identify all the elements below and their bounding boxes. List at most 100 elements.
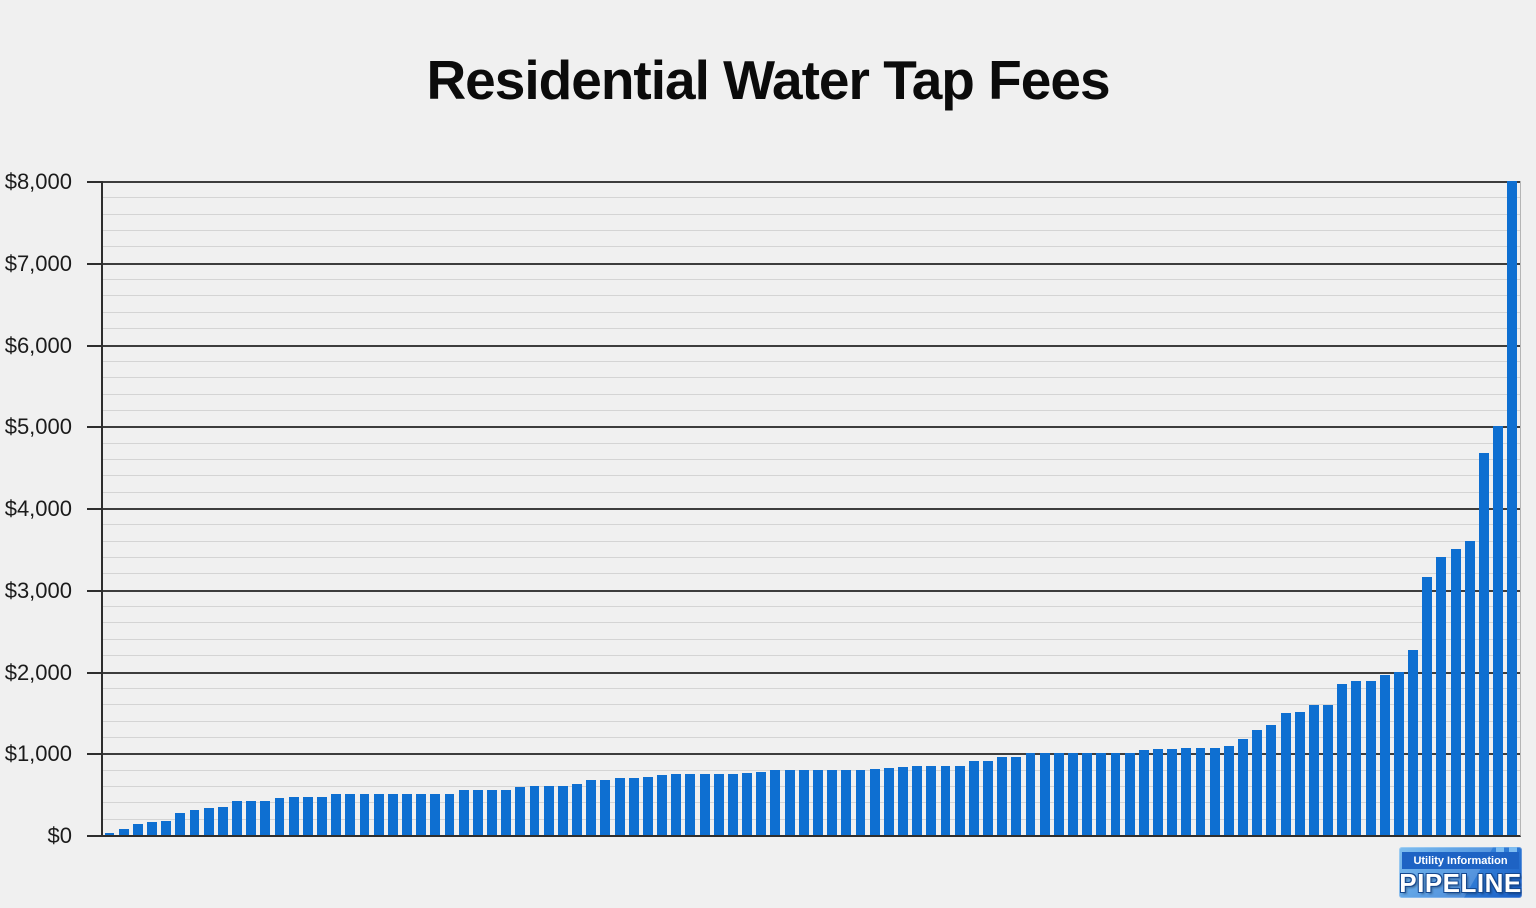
gridline-major	[103, 671, 1520, 674]
gridline-major	[103, 426, 1520, 429]
bar	[232, 801, 242, 835]
y-axis-tick-label: $0	[47, 823, 72, 848]
bar	[501, 790, 512, 835]
bar	[1408, 650, 1419, 835]
bar	[869, 768, 880, 835]
bar	[642, 776, 653, 835]
bar	[1209, 747, 1220, 835]
bar	[1294, 712, 1305, 835]
bar	[430, 794, 441, 835]
bar	[246, 801, 257, 835]
bar	[1238, 739, 1248, 835]
bar	[685, 773, 696, 835]
gridline-minor	[103, 393, 1520, 395]
bar	[557, 785, 568, 835]
bar	[387, 794, 398, 835]
bar	[1153, 749, 1163, 835]
bar	[883, 767, 894, 835]
bar	[813, 769, 823, 835]
bar	[1138, 749, 1149, 835]
bar	[359, 794, 370, 835]
gridline-minor	[103, 622, 1520, 624]
bar	[175, 812, 186, 835]
bar	[1450, 548, 1461, 835]
gridline-minor	[103, 458, 1520, 460]
logo-decor-square	[1509, 847, 1517, 852]
bar	[543, 785, 554, 835]
bar	[841, 769, 852, 835]
bar	[1252, 729, 1263, 835]
bar	[515, 786, 526, 835]
bar	[983, 761, 993, 835]
gridline-minor	[103, 475, 1520, 477]
gridline-minor	[103, 818, 1520, 820]
bar	[756, 772, 767, 835]
utility-information-pipeline-logo: Utility Information PIPELINE	[1399, 847, 1522, 898]
gridline-minor	[103, 360, 1520, 362]
gridline-minor	[103, 377, 1520, 379]
y-axis-tick-mark	[87, 589, 101, 592]
bar	[1266, 725, 1277, 835]
bar	[203, 808, 214, 835]
y-axis-tick-label: $7,000	[4, 250, 72, 276]
gridline-minor	[103, 802, 1520, 804]
bar	[189, 810, 200, 835]
gridline-minor	[103, 524, 1520, 526]
gridline-minor	[103, 295, 1520, 297]
y-axis-tick-label: $4,000	[4, 496, 72, 521]
gridline-major	[103, 589, 1520, 592]
gridline-minor	[103, 197, 1520, 199]
bar	[1167, 749, 1178, 835]
y-axis-tick-mark	[87, 344, 101, 347]
bar	[855, 769, 866, 835]
logo-decor-square	[1496, 847, 1504, 852]
logo-line2: PIPELINE	[1399, 868, 1522, 898]
gridline-minor	[103, 736, 1520, 738]
bar	[1039, 753, 1050, 835]
bar	[600, 779, 611, 835]
y-axis-tick-label: $8,000	[4, 169, 72, 194]
bar	[472, 790, 483, 835]
gridline-minor	[103, 687, 1520, 689]
gridline-minor	[103, 213, 1520, 215]
bar	[416, 794, 427, 835]
y-axis-tick-label: $2,000	[4, 659, 72, 685]
bar	[161, 821, 172, 835]
y-axis-tick-mark	[87, 753, 101, 756]
gridline-minor	[103, 606, 1520, 608]
bar	[104, 833, 115, 835]
bar	[1478, 453, 1489, 835]
plot-area	[101, 181, 1521, 837]
bar	[302, 797, 313, 835]
gridline-minor	[103, 573, 1520, 575]
bar	[572, 784, 582, 835]
y-axis-tick-label: $6,000	[4, 332, 72, 358]
y-axis-tick-label: $5,000	[4, 414, 72, 440]
bar	[1110, 753, 1121, 835]
bar	[742, 772, 753, 835]
y-axis: $0 $1,000 $2,000 $3,000 $4,000 $5,000 $6,000 $7…	[0, 169, 101, 848]
bar	[1181, 748, 1192, 835]
gridline-minor	[103, 230, 1520, 232]
bar	[1337, 683, 1348, 835]
gridline-major	[103, 508, 1520, 510]
gridline-minor	[103, 409, 1520, 411]
bar	[317, 797, 327, 835]
bar	[132, 824, 143, 835]
bar	[274, 798, 285, 835]
y-axis-tick-mark	[87, 671, 101, 674]
bar	[1393, 671, 1404, 835]
bar	[529, 785, 540, 835]
logo-line1: Utility Information	[1413, 854, 1508, 867]
y-axis-tick-mark	[87, 508, 101, 510]
gridline-minor	[103, 246, 1520, 248]
y-axis-tick-mark	[87, 262, 101, 265]
bar	[217, 806, 228, 835]
bar	[373, 794, 384, 835]
gridline-major	[103, 262, 1520, 265]
gridline-minor	[103, 442, 1520, 444]
gridline-major	[103, 344, 1520, 347]
bar	[699, 773, 710, 835]
gridline-minor	[103, 769, 1520, 771]
bar	[671, 773, 682, 835]
